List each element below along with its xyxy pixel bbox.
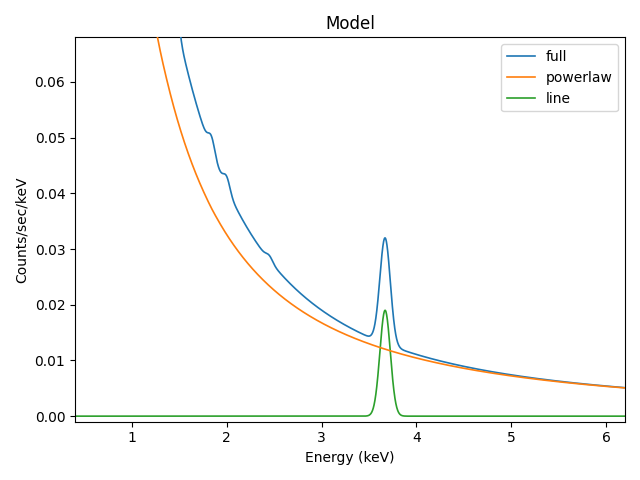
Line: full: full [73,0,630,388]
powerlaw [307,314,314,320]
full [626,385,634,391]
line [626,413,634,419]
line [555,413,563,419]
full [615,384,623,390]
line [69,413,77,419]
powerlaw [615,384,623,390]
full [283,277,291,283]
line [615,413,623,419]
powerlaw [626,385,634,391]
Legend: full, powerlaw, line: full, powerlaw, line [501,44,618,111]
X-axis label: Energy (keV): Energy (keV) [305,451,395,465]
line [132,413,140,419]
Line: line: line [73,310,630,416]
line [307,413,314,419]
powerlaw [555,379,563,384]
Line: powerlaw: powerlaw [73,0,630,388]
powerlaw [166,88,173,94]
full [555,378,563,384]
line [283,413,291,419]
full [307,299,314,305]
Y-axis label: Counts/sec/keV: Counts/sec/keV [15,176,29,283]
powerlaw [283,298,291,303]
Title: Model: Model [325,15,375,33]
line [166,413,173,419]
line [381,307,389,313]
